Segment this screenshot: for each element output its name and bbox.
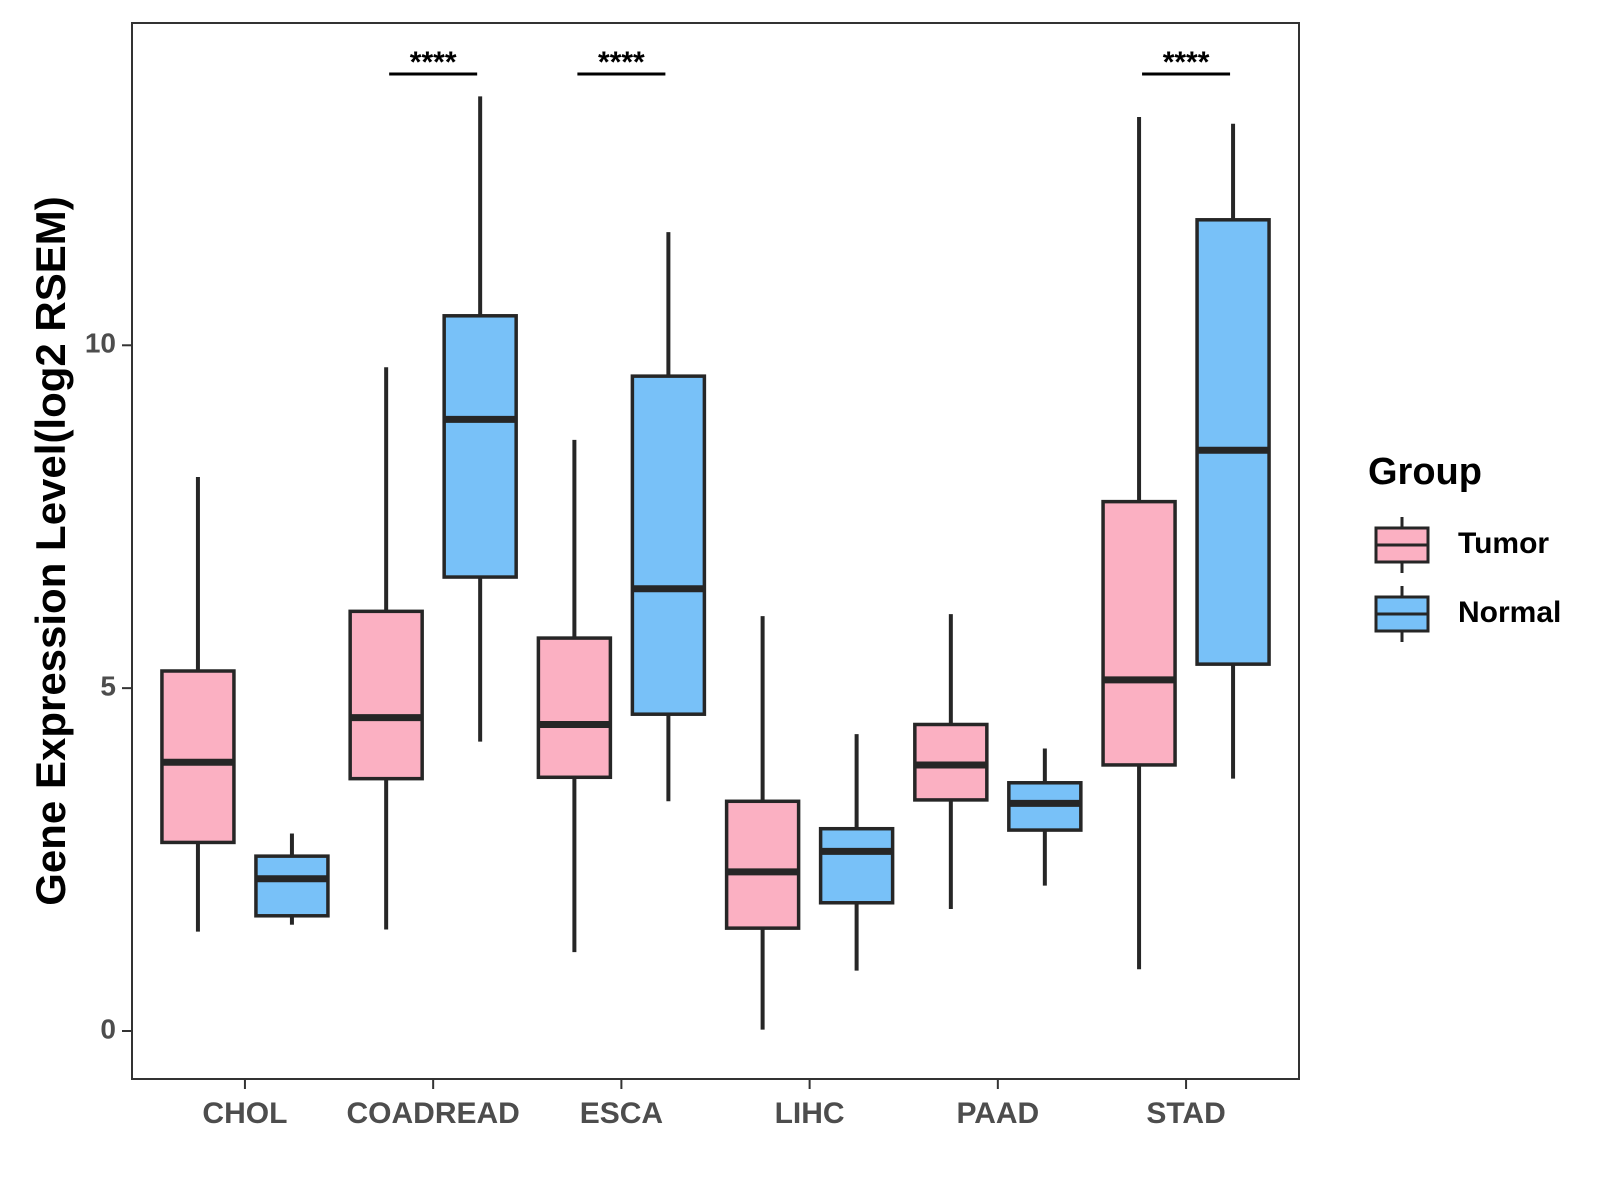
x-tick-label-lihc: LIHC (775, 1097, 845, 1130)
significance-esca: **** (577, 46, 666, 79)
plot-panel-border (131, 22, 1300, 1080)
axes-layer: 0 5 10 CHOL COADREAD ESCA LIHC PAAD STAD (85, 328, 1226, 1130)
y-axis-title: Gene Expression Level(log2 RSEM) (27, 196, 74, 906)
y-tick-label-0: 0 (100, 1013, 116, 1044)
box-tumor-coadread (348, 367, 424, 930)
x-tick-label-esca: ESCA (580, 1097, 663, 1130)
legend: Group Tumor Normal (1368, 451, 1561, 642)
significance-label: **** (410, 46, 457, 79)
iqr-box (630, 374, 707, 716)
iqr-box (1195, 218, 1271, 666)
y-tick-label-10: 10 (85, 328, 116, 359)
x-tick-label-paad: PAAD (956, 1097, 1039, 1130)
box-normal-paad (1007, 748, 1083, 886)
box-normal-chol (254, 833, 330, 925)
legend-label: Normal (1458, 596, 1561, 629)
box-tumor-chol (160, 476, 236, 932)
box-tumor-paad (913, 614, 989, 909)
iqr-box (818, 826, 895, 905)
box-normal-stad (1195, 123, 1271, 779)
box-normal-lihc (818, 734, 895, 971)
iqr-box (160, 669, 236, 845)
legend-item-tumor: Tumor (1374, 517, 1549, 573)
legend-title: Group (1368, 451, 1482, 493)
y-tick-label-5: 5 (100, 671, 116, 702)
significance-coadread: **** (389, 46, 478, 79)
iqr-box (536, 636, 613, 780)
iqr-box (254, 854, 330, 918)
x-tick-label-chol: CHOL (202, 1097, 287, 1130)
boxes-layer (160, 96, 1271, 1030)
iqr-box (1101, 499, 1177, 767)
iqr-box (442, 314, 518, 579)
box-tumor-esca (536, 439, 613, 953)
iqr-box (724, 799, 801, 930)
iqr-box (348, 609, 424, 781)
legend-label: Tumor (1458, 527, 1549, 560)
significance-stad: **** (1142, 46, 1231, 79)
annotations-layer: **** **** **** (389, 46, 1231, 79)
legend-item-normal: Normal (1374, 586, 1561, 642)
box-normal-esca (630, 232, 707, 802)
box-tumor-stad (1101, 116, 1177, 970)
box-normal-coadread (442, 96, 518, 742)
box-tumor-lihc (724, 616, 801, 1030)
x-tick-label-coadread: COADREAD (346, 1097, 519, 1130)
significance-label: **** (598, 46, 645, 79)
significance-label: **** (1163, 46, 1210, 79)
x-tick-label-stad: STAD (1146, 1097, 1225, 1130)
